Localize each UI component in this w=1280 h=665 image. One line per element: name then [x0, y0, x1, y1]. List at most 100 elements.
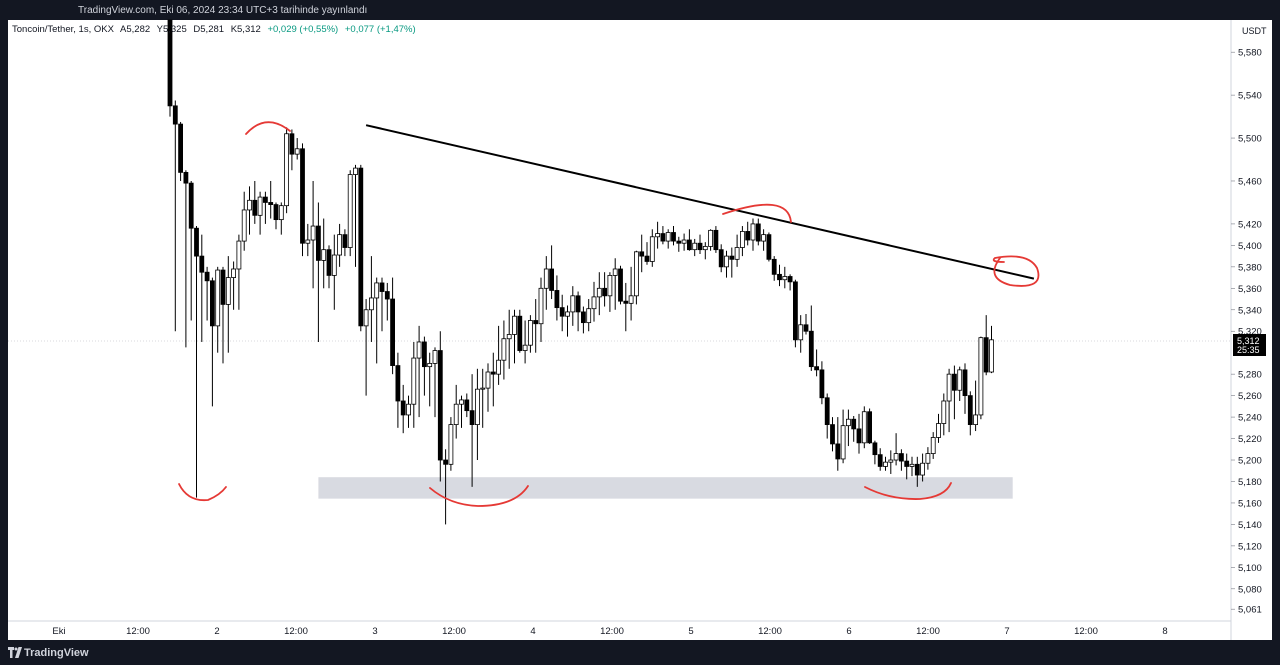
legend-high: Y5,325 — [156, 24, 187, 35]
candle-body — [856, 428, 862, 444]
candle-body — [459, 399, 464, 405]
candle — [740, 226, 745, 257]
candle — [798, 315, 804, 353]
candle-body — [808, 330, 814, 368]
support-zone[interactable] — [318, 477, 1013, 499]
resistance-trendline[interactable] — [365, 124, 1035, 280]
candle-body — [326, 249, 332, 276]
candle — [750, 218, 756, 251]
candle — [337, 223, 343, 267]
candle-body — [798, 324, 804, 341]
legend-low: D5,281 — [193, 24, 225, 35]
candle-body — [814, 366, 819, 371]
candle-body — [575, 295, 581, 313]
candle — [209, 277, 215, 407]
candle — [432, 347, 438, 418]
candle — [867, 408, 872, 444]
candle — [655, 221, 660, 249]
candle-body — [920, 462, 925, 476]
candle — [904, 453, 910, 480]
candle-body — [649, 236, 655, 262]
candle — [755, 218, 761, 246]
candle-body — [824, 397, 830, 426]
candle — [496, 325, 502, 385]
candle — [517, 309, 523, 353]
ohlc-legend: Toncoin/Tether, 1s, OKX A5,282 Y5,325 D5… — [12, 24, 420, 35]
candle — [321, 218, 327, 289]
candle — [978, 336, 984, 420]
last-price-value: 5,312 — [1237, 336, 1260, 346]
currency-label: USDT — [1242, 26, 1267, 36]
x-tick-label: 8 — [1162, 626, 1167, 637]
candle — [909, 456, 915, 477]
candle-body — [634, 251, 639, 297]
candle — [676, 236, 682, 252]
candle — [353, 164, 358, 267]
candle-body — [581, 311, 586, 324]
candle-body — [374, 282, 380, 299]
candle-body — [443, 459, 449, 465]
candle — [247, 186, 252, 235]
candle — [464, 393, 470, 418]
x-tick-label: 12:00 — [126, 626, 150, 637]
last-price-tag — [1233, 334, 1266, 356]
candle — [284, 127, 290, 214]
candle-body — [952, 373, 957, 391]
candle-body — [172, 105, 178, 125]
candle-body — [930, 437, 936, 454]
candle — [363, 299, 369, 396]
tradingview-logo-icon — [8, 647, 22, 658]
candle — [649, 229, 655, 267]
candle — [914, 456, 920, 487]
candle — [713, 226, 719, 253]
x-tick-label: 3 — [372, 626, 377, 637]
y-tick-label: 5,360 — [1238, 284, 1262, 295]
candle — [294, 138, 300, 160]
candle — [952, 365, 957, 420]
candle-body — [538, 287, 544, 325]
candle-body — [464, 399, 470, 412]
candle-body — [448, 424, 454, 465]
candle-body — [872, 442, 878, 456]
candle-body — [257, 196, 263, 216]
y-tick-label: 5,080 — [1238, 584, 1262, 595]
candle-body — [941, 400, 947, 424]
candle — [528, 315, 533, 353]
candle — [570, 286, 576, 326]
candle-body — [967, 395, 973, 426]
candle — [581, 306, 586, 334]
candle-body — [411, 357, 417, 405]
candle — [708, 229, 713, 251]
candle — [957, 366, 963, 401]
candle — [225, 256, 231, 353]
candle-body — [522, 344, 528, 351]
y-tick-label: 5,340 — [1238, 305, 1262, 316]
candle — [946, 368, 952, 433]
candle — [697, 234, 703, 254]
candle — [602, 272, 607, 307]
candle-body — [528, 320, 533, 346]
candle — [824, 393, 830, 439]
chart-frame[interactable] — [8, 20, 1272, 640]
candle — [814, 349, 819, 377]
candle — [803, 314, 809, 335]
candle-body — [252, 199, 258, 216]
candle — [231, 261, 237, 310]
legend-open: A5,282 — [120, 24, 151, 35]
candle-body — [989, 339, 994, 373]
candle-body — [596, 287, 602, 298]
candle — [549, 245, 554, 300]
candle — [888, 450, 894, 474]
candle-body — [331, 254, 337, 276]
candle-body — [368, 297, 374, 311]
y-tick-label: 5,320 — [1238, 327, 1262, 338]
touch-mark-low-2 — [429, 485, 529, 507]
candle — [983, 315, 989, 376]
candle-body — [697, 242, 703, 251]
candle-body — [899, 453, 904, 462]
candle-body — [914, 463, 920, 476]
candle-body — [793, 281, 798, 341]
candle-body — [618, 268, 623, 302]
candle — [623, 282, 629, 332]
